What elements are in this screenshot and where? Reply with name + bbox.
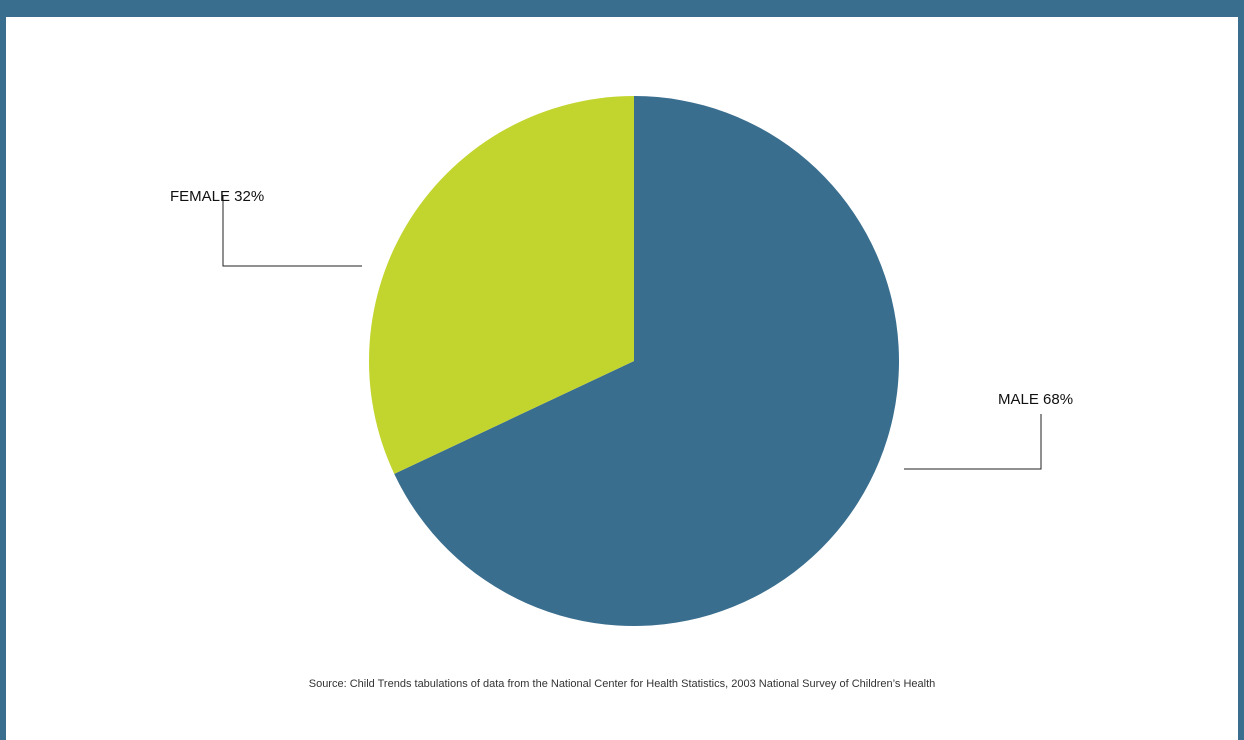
right-frame-border [1238,0,1244,740]
male-leader-line [904,414,1042,470]
male-slice-label: MALE 68% [998,391,1073,408]
female-leader-line [222,195,362,267]
left-frame-border [0,0,6,740]
pie-slice-female [368,96,634,474]
source-note: Source: Child Trends tabulations of data… [308,678,936,690]
pie-slice-male [394,96,899,626]
pie-slices [368,96,899,626]
top-frame-bar [0,0,1244,17]
female-slice-label: FEMALE 32% [170,188,264,205]
